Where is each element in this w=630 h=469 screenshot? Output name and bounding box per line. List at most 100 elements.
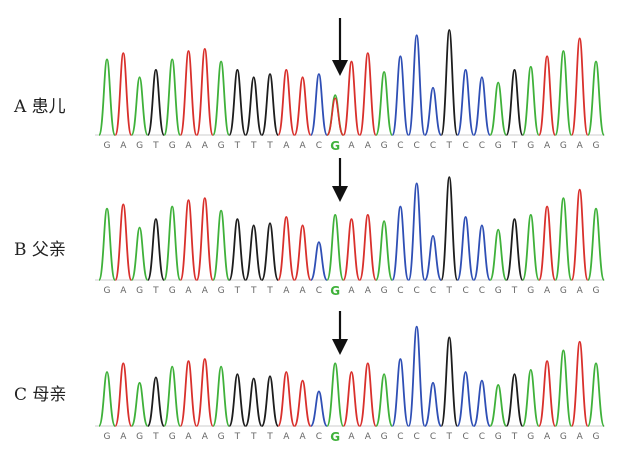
peak-g [163,205,182,281]
row-label-c: C 母亲 [14,385,67,405]
base-letter: C [315,141,323,151]
peak-t [244,377,263,427]
base-letter: A [364,141,371,151]
base-letter: T [153,141,159,151]
peak-c [424,234,442,281]
base-letter: G [168,141,176,151]
peak-a [179,199,198,281]
base-letter: G [103,432,111,442]
base-letter: T [446,286,453,296]
row-label-b: B 父亲 [14,240,66,260]
peak-a [358,362,377,427]
base-letter: G [592,141,600,151]
peak-a [342,60,361,136]
base-letter: T [234,432,241,442]
peak-a [538,205,556,281]
base-letter: A [283,141,290,151]
peak-a [195,47,214,136]
base-letter: T [153,286,159,296]
base-letter: C [429,432,437,442]
base-letter: G [103,141,111,151]
peak-g [212,209,230,281]
base-letter: G [217,432,225,442]
base-letter: A [364,432,371,442]
peak-g [130,381,149,427]
chromatogram-c [95,325,605,427]
base-letter: C [478,141,486,151]
peak-t [147,218,165,281]
peak-c [391,358,410,427]
peak-g [98,371,116,427]
peak-t [440,176,459,281]
peak-a [114,52,133,136]
peak-a [570,188,589,281]
peak-c [391,55,410,136]
mutation-arrow-a [332,18,348,76]
peak-t [505,373,524,427]
base-letter: G [168,286,176,296]
peak-g [587,60,605,136]
peak-c [456,371,475,427]
base-letter: T [267,432,273,442]
base-letter: C [397,286,404,296]
base-letter: G [592,432,600,442]
peak-g [587,362,605,427]
peak-a [293,76,312,136]
base-letter: G [330,284,341,298]
peak-g [521,368,540,427]
base-letter: A [544,141,551,151]
base-letter: C [413,432,420,442]
base-letter: G [330,139,341,153]
chromatogram-a [95,29,605,136]
base-letter: A [201,141,208,151]
peak-a [179,360,198,427]
base-letter: G [217,286,225,296]
peak-g [98,58,116,136]
peak-a [277,68,296,136]
peak-a [538,55,556,136]
peak-g [163,365,182,427]
peak-t [228,68,247,136]
peak-c [407,34,426,136]
peak-t [505,68,524,136]
base-letter: A [576,286,583,296]
base-letter: G [136,432,144,442]
peak-g [130,76,149,136]
peak-c [310,390,328,427]
peak-g [554,197,573,281]
base-letter: A [544,432,551,442]
peak-t [147,68,165,136]
base-letter: T [511,432,518,442]
base-letter: C [478,432,486,442]
peak-t [261,375,279,427]
peak-c [473,224,491,281]
base-letter: A [299,432,306,442]
peak-c [310,73,328,136]
peak-t [147,376,165,427]
base-letter: T [511,286,518,296]
base-letter: G [380,286,388,296]
base-letter: T [234,286,241,296]
peak-a [195,197,214,281]
base-letter: A [299,286,306,296]
mutation-arrow-c [332,311,348,355]
peak-t [228,373,247,427]
peak-a [570,340,589,427]
peak-c [407,182,426,281]
peak-c [456,216,475,281]
base-letter: G [494,432,502,442]
peak-g [212,365,230,427]
base-letter: A [120,141,127,151]
base-letter: A [120,286,127,296]
base-letter: C [462,286,469,296]
peak-t [505,218,524,281]
peak-g [521,65,540,136]
peak-g [489,384,508,427]
base-letter: C [429,141,437,151]
base-letter: T [446,141,453,151]
peak-a [114,203,133,281]
base-letter: G [559,141,567,151]
base-letter: T [250,141,257,151]
